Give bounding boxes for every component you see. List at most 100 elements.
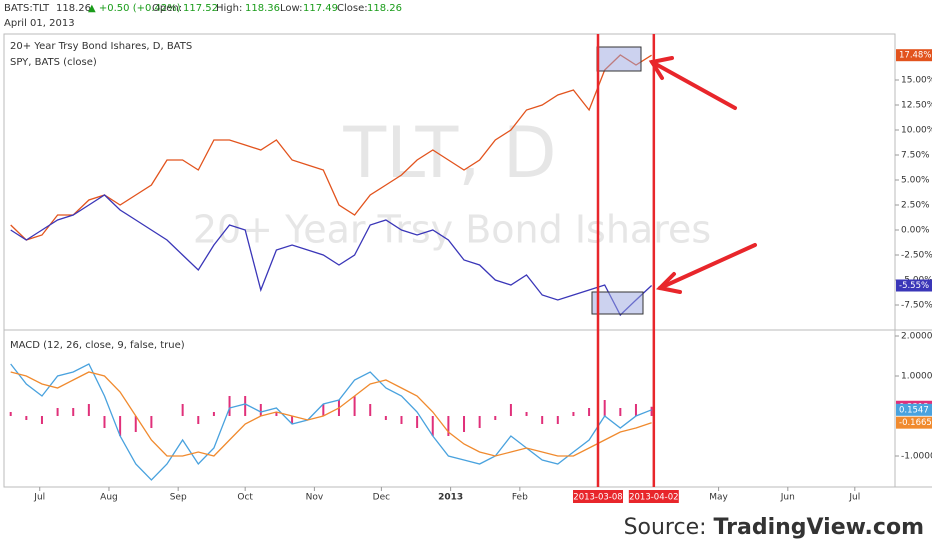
histogram-bar <box>259 404 262 416</box>
histogram-bar <box>525 412 528 416</box>
x-tick-label: Dec <box>373 493 390 503</box>
histogram-bar <box>244 396 247 416</box>
histogram-bar <box>197 416 200 424</box>
histogram-bar <box>181 404 184 416</box>
histogram-bar <box>478 416 481 428</box>
histogram-bar <box>228 396 231 416</box>
pane-title: MACD (12, 26, close, 9, false, true) <box>10 340 185 351</box>
histogram-bar <box>72 408 75 416</box>
arrows <box>648 56 757 294</box>
histogram-bar <box>119 416 122 436</box>
histogram-bar <box>384 416 387 420</box>
y-tick-label: 10.00% <box>901 126 932 136</box>
source: Source: TradingView.com <box>624 515 924 540</box>
histogram-bar <box>634 404 637 416</box>
watermark: TLT, D <box>342 112 556 194</box>
y-tick-label: -1.0000 <box>901 452 932 462</box>
histogram-bar <box>494 416 497 420</box>
y-tick-label: 2.0000 <box>901 332 932 342</box>
field-label: Close: <box>337 3 368 14</box>
marker-tag <box>573 490 623 503</box>
histogram-bar <box>56 408 59 416</box>
histogram-bar <box>322 404 325 416</box>
last-value-label: 0.1547 <box>899 405 929 415</box>
x-tick-label: Oct <box>237 493 253 503</box>
histogram-bar <box>556 416 559 424</box>
histogram-bar <box>134 416 137 432</box>
y-tick-label: 15.00% <box>901 76 932 86</box>
y-tick-label: 2.50% <box>901 201 930 211</box>
histogram-bar <box>40 416 43 424</box>
last-value-tag <box>896 416 932 429</box>
series-line <box>10 194 653 317</box>
y-tick-label: -2.50% <box>901 251 932 261</box>
field-value: 118.36 <box>245 3 280 14</box>
date: April 01, 2013 <box>4 18 75 29</box>
last-value-tag <box>896 279 932 292</box>
legend-entry: SPY, BATS (close) <box>10 57 97 68</box>
histogram-bar <box>431 416 434 436</box>
y-tick-label: 1.0000 <box>901 372 932 382</box>
y-tick-label: 7.50% <box>901 151 930 161</box>
histogram-bar <box>103 416 106 428</box>
highlight-box <box>591 291 644 315</box>
histogram-bar <box>150 416 153 428</box>
histogram-bar <box>650 406 653 416</box>
histogram-bar <box>87 404 90 416</box>
last-value-tag <box>896 49 932 62</box>
last-value-tag <box>896 403 932 416</box>
symbol: BATS:TLT <box>4 3 50 14</box>
series-line <box>10 363 652 481</box>
histogram-bar <box>463 416 466 432</box>
histogram-bar <box>447 416 450 436</box>
histogram-bar <box>603 400 606 416</box>
histogram-bar <box>588 408 591 416</box>
histogram-bar <box>275 412 278 416</box>
histogram-bar <box>619 408 622 416</box>
histogram-bar <box>541 416 544 424</box>
histogram-bar <box>572 412 575 416</box>
field-label: Open: <box>152 3 182 14</box>
x-tick-label: Nov <box>306 493 324 503</box>
field-value: 117.52 <box>183 3 218 14</box>
field-value: 117.49 <box>303 3 338 14</box>
last-value-label: -0.1665 <box>899 418 932 428</box>
highlight-box <box>596 46 642 72</box>
histogram-bar <box>509 404 512 416</box>
y-tick-label: 0.00% <box>901 226 930 236</box>
x-tick-label: Jun <box>780 493 795 503</box>
series-line <box>10 371 652 457</box>
last-value-label: -5.55% <box>899 281 929 291</box>
histogram-bar <box>9 412 12 416</box>
histogram-bar <box>353 396 356 416</box>
y-tick-label: 5.00% <box>901 176 930 186</box>
histogram-bar <box>369 404 372 416</box>
y-tick-label: -7.50% <box>901 301 932 311</box>
price: 118.26 <box>56 3 91 14</box>
y-tick-label: 12.50% <box>901 101 932 111</box>
x-tick-label: Jul <box>848 493 860 503</box>
last-value-label: 17.48% <box>899 51 931 61</box>
x-tick-label: 2013 <box>438 493 463 503</box>
histogram-bar <box>416 416 419 428</box>
field-label: High: <box>216 3 242 14</box>
histogram-bar <box>25 416 28 420</box>
x-tick-label: May <box>709 493 728 503</box>
series-line <box>10 54 652 241</box>
marker-label: 2013-04-02 <box>629 493 678 503</box>
histogram-bar <box>212 412 215 416</box>
histogram-bar <box>291 416 294 424</box>
histogram-bar <box>400 416 403 424</box>
x-tick-label: Sep <box>170 493 187 503</box>
marker-tag <box>628 490 679 503</box>
x-tick-label: Feb <box>512 493 528 503</box>
x-tick-label: Aug <box>100 493 118 503</box>
x-tick-label: Jul <box>33 493 45 503</box>
field-value: 118.26 <box>367 3 402 14</box>
legend-entry: 20+ Year Trsy Bond Ishares, D, BATS <box>10 41 192 52</box>
marker-label: 2013-03-08 <box>573 493 622 503</box>
change: ▲ +0.50 (+0.42%) <box>88 3 181 14</box>
field-label: Low: <box>280 3 303 14</box>
